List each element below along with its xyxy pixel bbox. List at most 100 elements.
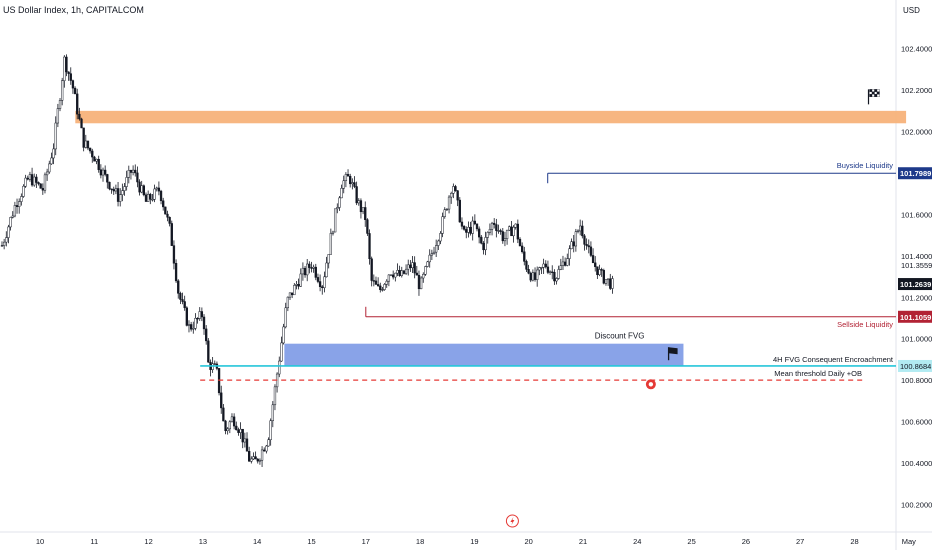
candle-body — [306, 263, 309, 276]
candle-body — [222, 407, 225, 422]
candle-body — [452, 186, 455, 194]
discount-fvg-label: Discount FVG — [595, 332, 645, 341]
flag-square — [876, 94, 880, 98]
candle-body — [321, 286, 324, 289]
x-tick-label: 11 — [90, 537, 98, 546]
flag-icon[interactable] — [667, 347, 678, 361]
alert-icon[interactable] — [645, 379, 656, 390]
supply-zone[interactable] — [75, 110, 907, 124]
candle-body — [443, 209, 446, 217]
price-axis[interactable]: 100.2000 100.4000 100.6000 100.8000 101.0000… — [898, 45, 932, 510]
candle-body — [303, 267, 307, 276]
candle-body — [67, 71, 70, 74]
candle-body — [604, 279, 608, 284]
buyside-price-badge-text: 101.7989 — [900, 169, 931, 178]
candle-body — [450, 193, 453, 198]
buyside-price-badge[interactable]: 101.7989 — [898, 167, 932, 180]
candle-body — [86, 140, 90, 149]
current-price-badge[interactable]: 101.2639 — [898, 278, 932, 291]
candle-body — [546, 266, 550, 273]
flag-square — [869, 91, 873, 95]
candle-body — [243, 438, 247, 443]
y-tick-label: 101.2000 — [901, 293, 932, 302]
x-tick-label: 27 — [796, 537, 804, 546]
candle-body — [142, 185, 145, 196]
candle-body — [205, 328, 208, 342]
candle-body — [278, 360, 281, 375]
candle-body — [611, 278, 614, 289]
candle-body — [20, 196, 23, 202]
y-tick-label: 102.4000 — [901, 45, 932, 54]
sellside-liquidity-label: Sellside Liquidity — [837, 320, 893, 329]
candle-body — [439, 233, 442, 242]
time-axis[interactable]: 10 11 12 13 14 15 17 18 19 20 21 24 25 26 27 28 May — [36, 537, 916, 546]
x-tick-label: 10 — [36, 537, 44, 546]
candle-body — [353, 182, 356, 187]
y-tick-label: 101.0000 — [901, 335, 932, 344]
buyside-liquidity-label: Buyside Liquidity — [837, 161, 894, 170]
alert-dot — [648, 382, 654, 387]
candle-body — [35, 176, 38, 183]
candle-body — [280, 342, 283, 362]
candle-body — [385, 280, 388, 285]
candle-body — [376, 284, 380, 287]
candle-body — [301, 267, 305, 275]
x-tick-label: 21 — [579, 537, 587, 546]
candle-body — [389, 274, 393, 276]
candle-body — [256, 458, 259, 462]
candle-body — [179, 293, 182, 300]
candle-body — [200, 311, 204, 318]
candle-body — [265, 445, 268, 452]
candle-body — [33, 176, 36, 186]
flag-square — [871, 91, 875, 95]
candle-body — [329, 233, 332, 255]
candle-body — [587, 245, 590, 248]
candle-body — [5, 237, 8, 243]
candle-body — [437, 240, 440, 246]
candle-body — [525, 261, 528, 270]
candle-body — [383, 284, 386, 290]
y-tick-label: 100.4000 — [901, 459, 932, 468]
candle-body — [131, 169, 135, 173]
candle-body — [127, 170, 130, 178]
candle-body — [338, 197, 341, 208]
candle-body — [269, 420, 272, 440]
candle-body — [110, 188, 113, 190]
candle-body — [469, 226, 472, 234]
candle-body — [37, 182, 40, 185]
candle-body — [43, 174, 47, 191]
candle-body — [168, 216, 171, 224]
candle-body — [404, 268, 408, 274]
sellside-price-badge[interactable]: 101.1059 — [898, 310, 932, 323]
candle-body — [97, 158, 100, 170]
fvg-ce-price-badge[interactable]: 100.8684 — [898, 359, 932, 372]
discount-fvg-zone[interactable] — [284, 343, 684, 367]
x-tick-label: May — [902, 537, 916, 546]
candle-body — [374, 280, 378, 285]
candle-body — [187, 324, 191, 326]
candle-body — [119, 194, 122, 202]
candle-body — [58, 100, 62, 109]
candle-body — [400, 270, 403, 276]
candle-body — [432, 251, 436, 254]
candle-body — [372, 280, 375, 282]
candle-body — [413, 262, 416, 274]
candle-body — [596, 266, 599, 276]
lightning-icon[interactable] — [505, 514, 519, 528]
y-tick-label: 102.2000 — [901, 86, 932, 95]
checkered-flag-icon[interactable] — [867, 89, 880, 105]
candle-body — [151, 199, 154, 201]
sellside-price-badge-bg — [898, 310, 932, 323]
candle-body — [230, 416, 234, 423]
candle-body — [146, 193, 150, 202]
candle-body — [250, 458, 253, 462]
x-tick-label: 19 — [470, 537, 478, 546]
candle-body — [69, 73, 72, 81]
candle-body — [495, 224, 498, 231]
candle-body — [297, 284, 300, 287]
candle-body — [325, 262, 328, 278]
candle-body — [346, 174, 350, 177]
candle-body — [570, 241, 573, 250]
